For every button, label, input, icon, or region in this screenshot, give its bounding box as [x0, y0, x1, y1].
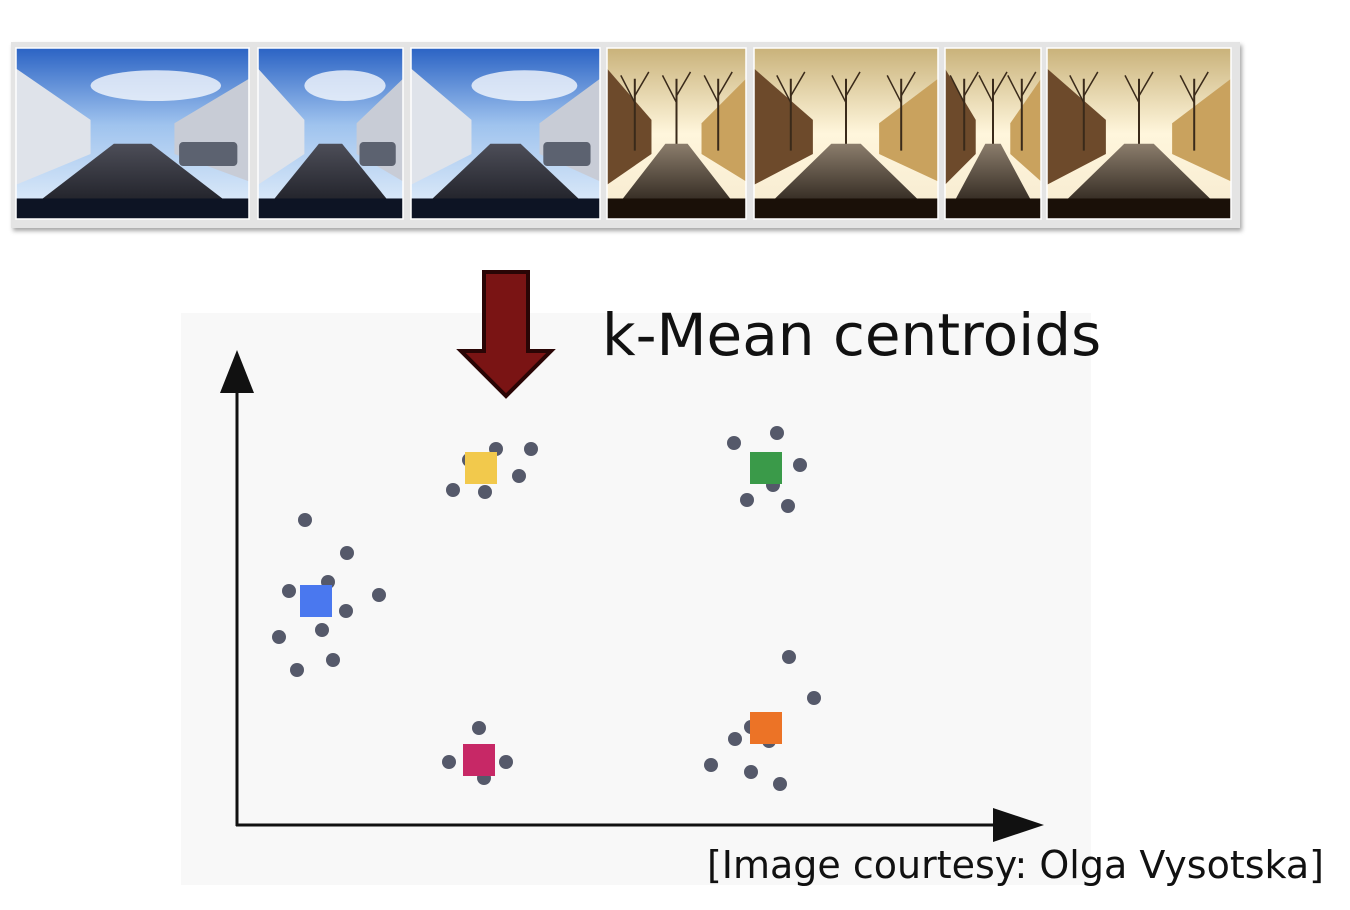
centroid-blue: [300, 585, 332, 617]
data-point: [442, 755, 456, 769]
data-point: [372, 588, 386, 602]
down-arrow-icon: [456, 270, 556, 399]
axes: [220, 350, 1044, 842]
data-point: [315, 623, 329, 637]
data-point: [478, 485, 492, 499]
plot-panel: [181, 313, 1091, 885]
data-point: [704, 758, 718, 772]
heading: k-Mean centroids: [602, 301, 1101, 369]
data-point: [290, 663, 304, 677]
data-point: [524, 442, 538, 456]
centroid-orange: [750, 712, 782, 744]
data-point: [781, 499, 795, 513]
street-photo-7: [1046, 47, 1232, 220]
street-photo-1: [15, 47, 250, 220]
data-point: [782, 650, 796, 664]
data-point: [744, 765, 758, 779]
centroid-magenta: [463, 744, 495, 776]
data-point: [499, 755, 513, 769]
photo-strip: [11, 42, 1240, 228]
street-photo-2: [257, 47, 404, 220]
street-photo-4: [606, 47, 747, 220]
data-points: [272, 426, 821, 791]
data-point: [512, 469, 526, 483]
x-axis-arrowhead: [993, 808, 1044, 842]
street-photo-5: [753, 47, 939, 220]
street-photo-3: [410, 47, 601, 220]
data-point: [807, 691, 821, 705]
centroid-yellow: [465, 452, 497, 484]
data-point: [728, 732, 742, 746]
data-point: [326, 653, 340, 667]
data-point: [773, 777, 787, 791]
data-point: [282, 584, 296, 598]
data-point: [339, 604, 353, 618]
data-point: [446, 483, 460, 497]
centroid-green: [750, 452, 782, 484]
centroids: [300, 452, 782, 776]
data-point: [272, 630, 286, 644]
data-point: [793, 458, 807, 472]
data-point: [340, 546, 354, 560]
data-point: [770, 426, 784, 440]
street-photo-6: [944, 47, 1042, 220]
data-point: [298, 513, 312, 527]
data-point: [727, 436, 741, 450]
data-point: [740, 493, 754, 507]
image-credit: [Image courtesy: Olga Vysotska]: [707, 843, 1324, 887]
y-axis-arrowhead: [220, 350, 254, 393]
data-point: [472, 721, 486, 735]
